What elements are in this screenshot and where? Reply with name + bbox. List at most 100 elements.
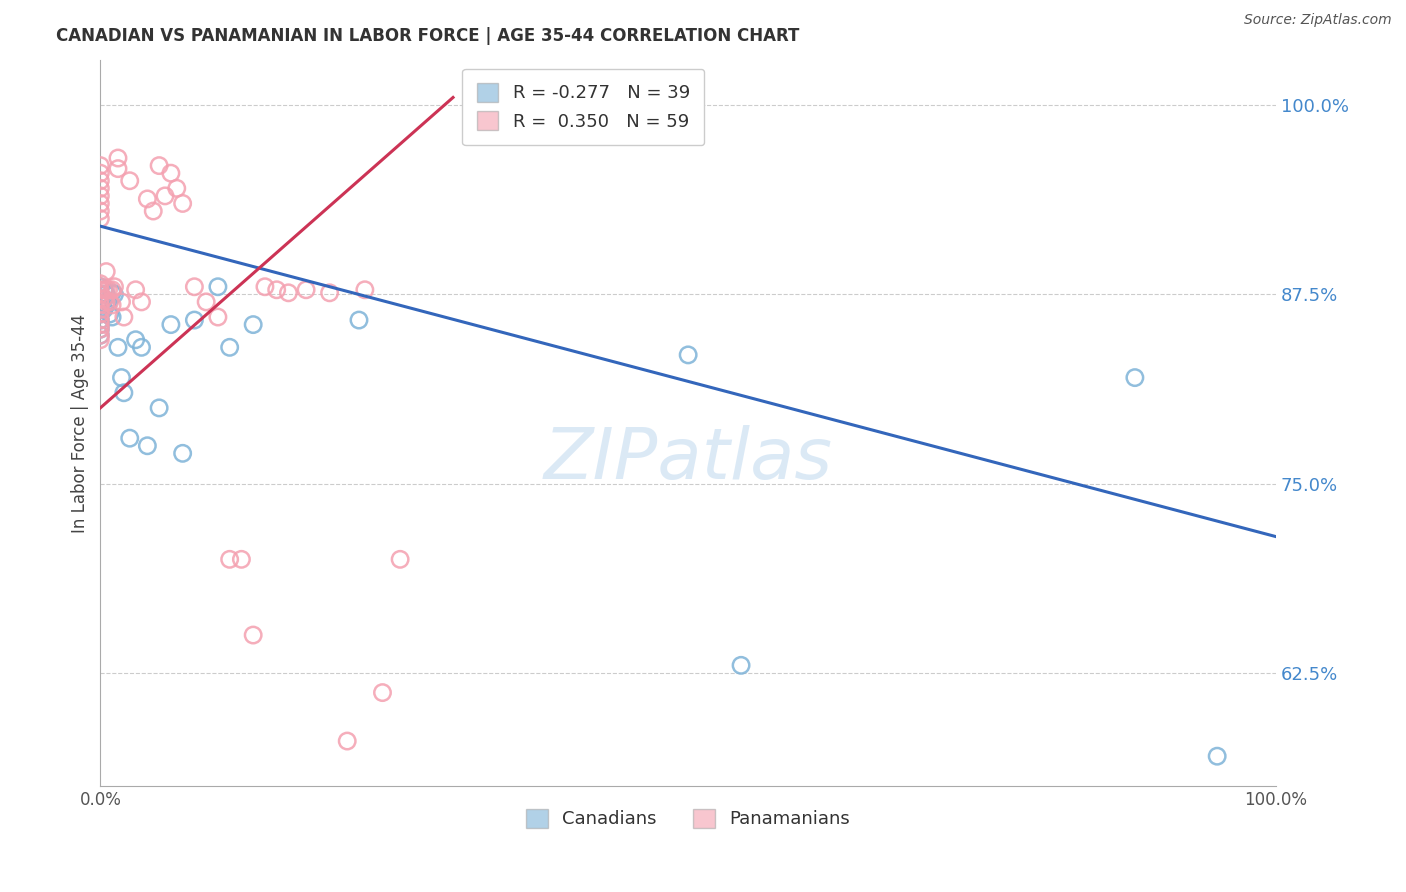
Point — [96, 287, 118, 301]
Point — [93, 283, 115, 297]
Point — [98, 294, 121, 309]
Point — [97, 294, 120, 309]
Point — [89, 181, 111, 195]
Point — [89, 318, 111, 332]
Point — [131, 340, 153, 354]
Legend: Canadians, Panamanians: Canadians, Panamanians — [519, 802, 858, 836]
Point — [166, 181, 188, 195]
Point — [89, 302, 111, 317]
Point — [101, 285, 124, 300]
Point — [218, 552, 240, 566]
Point — [318, 285, 340, 300]
Text: ZIPatlas: ZIPatlas — [544, 425, 832, 494]
Point — [89, 313, 111, 327]
Point — [389, 552, 412, 566]
Point — [112, 385, 135, 400]
Point — [103, 279, 125, 293]
Point — [266, 283, 288, 297]
Point — [89, 298, 111, 312]
Point — [89, 333, 111, 347]
Point — [195, 294, 218, 309]
Point — [97, 283, 120, 297]
Point — [148, 401, 170, 415]
Point — [89, 302, 111, 317]
Point — [96, 283, 118, 297]
Point — [89, 322, 111, 336]
Point — [142, 204, 165, 219]
Point — [101, 298, 124, 312]
Point — [118, 431, 141, 445]
Point — [136, 192, 159, 206]
Point — [107, 151, 129, 165]
Point — [89, 298, 111, 312]
Point — [93, 302, 115, 317]
Point — [183, 279, 205, 293]
Point — [89, 287, 111, 301]
Point — [676, 348, 699, 362]
Point — [89, 211, 111, 226]
Point — [89, 196, 111, 211]
Point — [96, 294, 118, 309]
Point — [107, 161, 129, 176]
Point — [101, 283, 124, 297]
Point — [89, 322, 111, 336]
Point — [89, 307, 111, 321]
Point — [110, 294, 132, 309]
Text: CANADIAN VS PANAMANIAN IN LABOR FORCE | AGE 35-44 CORRELATION CHART: CANADIAN VS PANAMANIAN IN LABOR FORCE | … — [56, 27, 800, 45]
Point — [295, 283, 318, 297]
Point — [89, 287, 111, 301]
Point — [89, 189, 111, 203]
Point — [124, 333, 146, 347]
Point — [89, 159, 111, 173]
Point — [207, 310, 229, 324]
Point — [160, 318, 183, 332]
Point — [148, 159, 170, 173]
Point — [354, 283, 377, 297]
Point — [218, 340, 240, 354]
Point — [231, 552, 253, 566]
Point — [1123, 370, 1146, 384]
Point — [89, 307, 111, 321]
Point — [153, 189, 176, 203]
Point — [336, 734, 359, 748]
Point — [730, 658, 752, 673]
Point — [242, 318, 264, 332]
Point — [183, 313, 205, 327]
Point — [1206, 749, 1229, 764]
Point — [89, 166, 111, 180]
Point — [103, 287, 125, 301]
Point — [207, 279, 229, 293]
Point — [371, 685, 394, 699]
Point — [89, 279, 111, 293]
Point — [253, 279, 276, 293]
Point — [93, 283, 115, 297]
Point — [89, 318, 111, 332]
Point — [89, 328, 111, 343]
Point — [124, 283, 146, 297]
Point — [107, 340, 129, 354]
Point — [89, 313, 111, 327]
Point — [93, 292, 115, 306]
Point — [110, 370, 132, 384]
Point — [172, 446, 194, 460]
Point — [131, 294, 153, 309]
Point — [89, 204, 111, 219]
Point — [242, 628, 264, 642]
Point — [96, 264, 118, 278]
Point — [93, 292, 115, 306]
Point — [118, 174, 141, 188]
Point — [89, 292, 111, 306]
Point — [89, 174, 111, 188]
Point — [98, 307, 121, 321]
Point — [172, 196, 194, 211]
Point — [89, 283, 111, 297]
Y-axis label: In Labor Force | Age 35-44: In Labor Force | Age 35-44 — [72, 313, 89, 533]
Point — [101, 310, 124, 324]
Point — [96, 298, 118, 312]
Point — [112, 310, 135, 324]
Point — [136, 439, 159, 453]
Point — [160, 166, 183, 180]
Point — [89, 328, 111, 343]
Point — [89, 277, 111, 291]
Point — [277, 285, 299, 300]
